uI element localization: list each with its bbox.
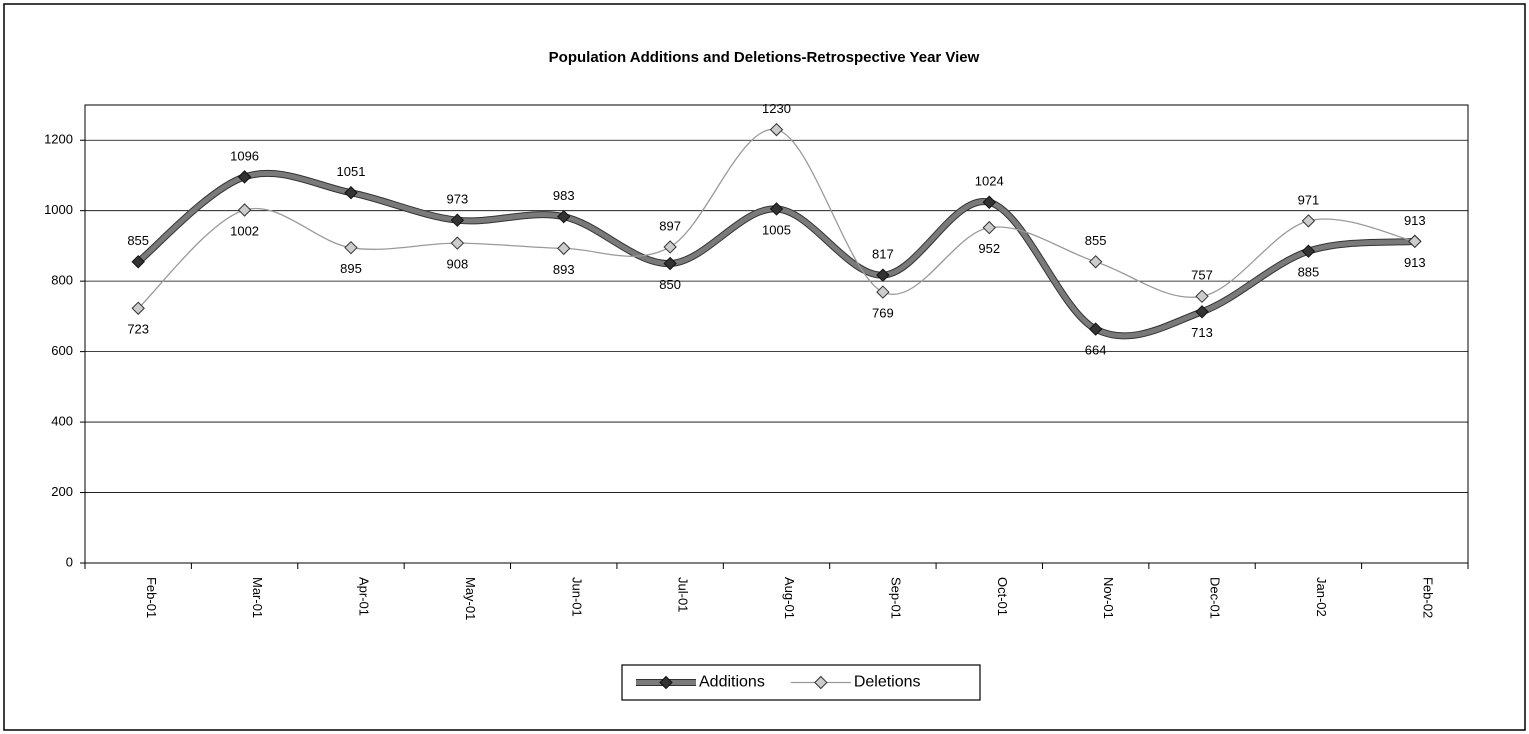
data-label: 1005 (762, 222, 791, 237)
data-point (769, 122, 784, 137)
data-point (982, 220, 996, 235)
data-point (1088, 255, 1103, 269)
data-point (663, 256, 677, 271)
y-tick-label: 0 (66, 554, 73, 569)
data-label: 1051 (337, 164, 366, 179)
data-point (450, 213, 465, 227)
data-label: 885 (1298, 265, 1320, 280)
chart-border (3, 3, 1526, 731)
data-point (663, 240, 677, 254)
data-point (1195, 305, 1209, 319)
series-line (136, 170, 1416, 339)
data-point (769, 202, 784, 216)
data-label: 723 (127, 322, 149, 337)
data-point (344, 240, 358, 255)
legend-marker (659, 675, 673, 690)
data-point (1088, 322, 1103, 336)
data-point (344, 186, 358, 200)
data-label: 855 (1085, 233, 1107, 248)
data-label: 971 (1298, 192, 1320, 207)
data-point (982, 195, 996, 209)
y-tick-label: 1000 (44, 202, 73, 217)
y-tick-label: 600 (51, 343, 73, 358)
x-tick-label: Feb-01 (144, 577, 159, 618)
x-tick-label: Jun-01 (569, 577, 584, 617)
x-tick-label: Sep-01 (888, 577, 903, 619)
series-line-outline (135, 169, 1416, 340)
data-point (876, 285, 890, 299)
data-label: 908 (446, 257, 468, 272)
x-tick-label: Jan-02 (1314, 577, 1329, 617)
data-point (237, 170, 252, 184)
data-label: 973 (446, 192, 468, 207)
y-tick-label: 400 (51, 414, 73, 429)
y-tick-label: 1200 (44, 132, 73, 147)
y-tick-label: 200 (51, 484, 73, 499)
y-tick-label: 800 (51, 273, 73, 288)
data-label: 1002 (230, 223, 259, 238)
data-point (131, 255, 145, 269)
legend: Additions Deletions (621, 664, 981, 701)
legend-label: Deletions (854, 674, 921, 691)
data-label: 895 (340, 261, 362, 276)
data-point (876, 268, 890, 282)
data-label: 769 (872, 306, 894, 321)
data-label: 1096 (230, 148, 259, 163)
data-label: 1230 (762, 101, 791, 116)
x-tick-label: Apr-01 (357, 577, 372, 616)
chart-title: Population Additions and Deletions-Retro… (549, 49, 980, 66)
data-point (1301, 214, 1316, 228)
data-label: 983 (553, 188, 575, 203)
data-point (557, 209, 571, 224)
data-point (1408, 234, 1422, 249)
x-tick-label: Mar-01 (250, 577, 265, 618)
legend-marker (814, 675, 828, 690)
data-label: 850 (659, 277, 681, 292)
x-tick-label: Feb-02 (1420, 577, 1435, 618)
data-label: 913 (1404, 213, 1426, 228)
x-tick-label: Dec-01 (1208, 577, 1223, 619)
data-point (1301, 244, 1316, 258)
data-label: 952 (978, 241, 1000, 256)
data-point (237, 203, 252, 217)
x-tick-label: Aug-01 (782, 577, 797, 619)
legend-label: Additions (699, 674, 765, 691)
x-tick-label: Jul-01 (676, 577, 691, 612)
data-point (557, 241, 571, 256)
x-tick-label: May-01 (463, 577, 478, 620)
x-tick-label: Oct-01 (995, 577, 1010, 616)
data-point (1195, 289, 1209, 304)
data-label: 757 (1191, 268, 1213, 283)
data-point (450, 236, 465, 250)
data-label: 817 (872, 247, 894, 262)
data-label: 913 (1404, 255, 1426, 270)
x-tick-label: Nov-01 (1101, 577, 1116, 619)
data-label: 1024 (975, 174, 1004, 189)
data-label: 713 (1191, 325, 1213, 340)
data-label: 855 (127, 233, 149, 248)
data-label: 897 (659, 218, 681, 233)
data-point (131, 301, 145, 315)
data-label: 893 (553, 262, 575, 277)
plot-area (84, 104, 1469, 564)
data-label: 664 (1085, 343, 1107, 358)
